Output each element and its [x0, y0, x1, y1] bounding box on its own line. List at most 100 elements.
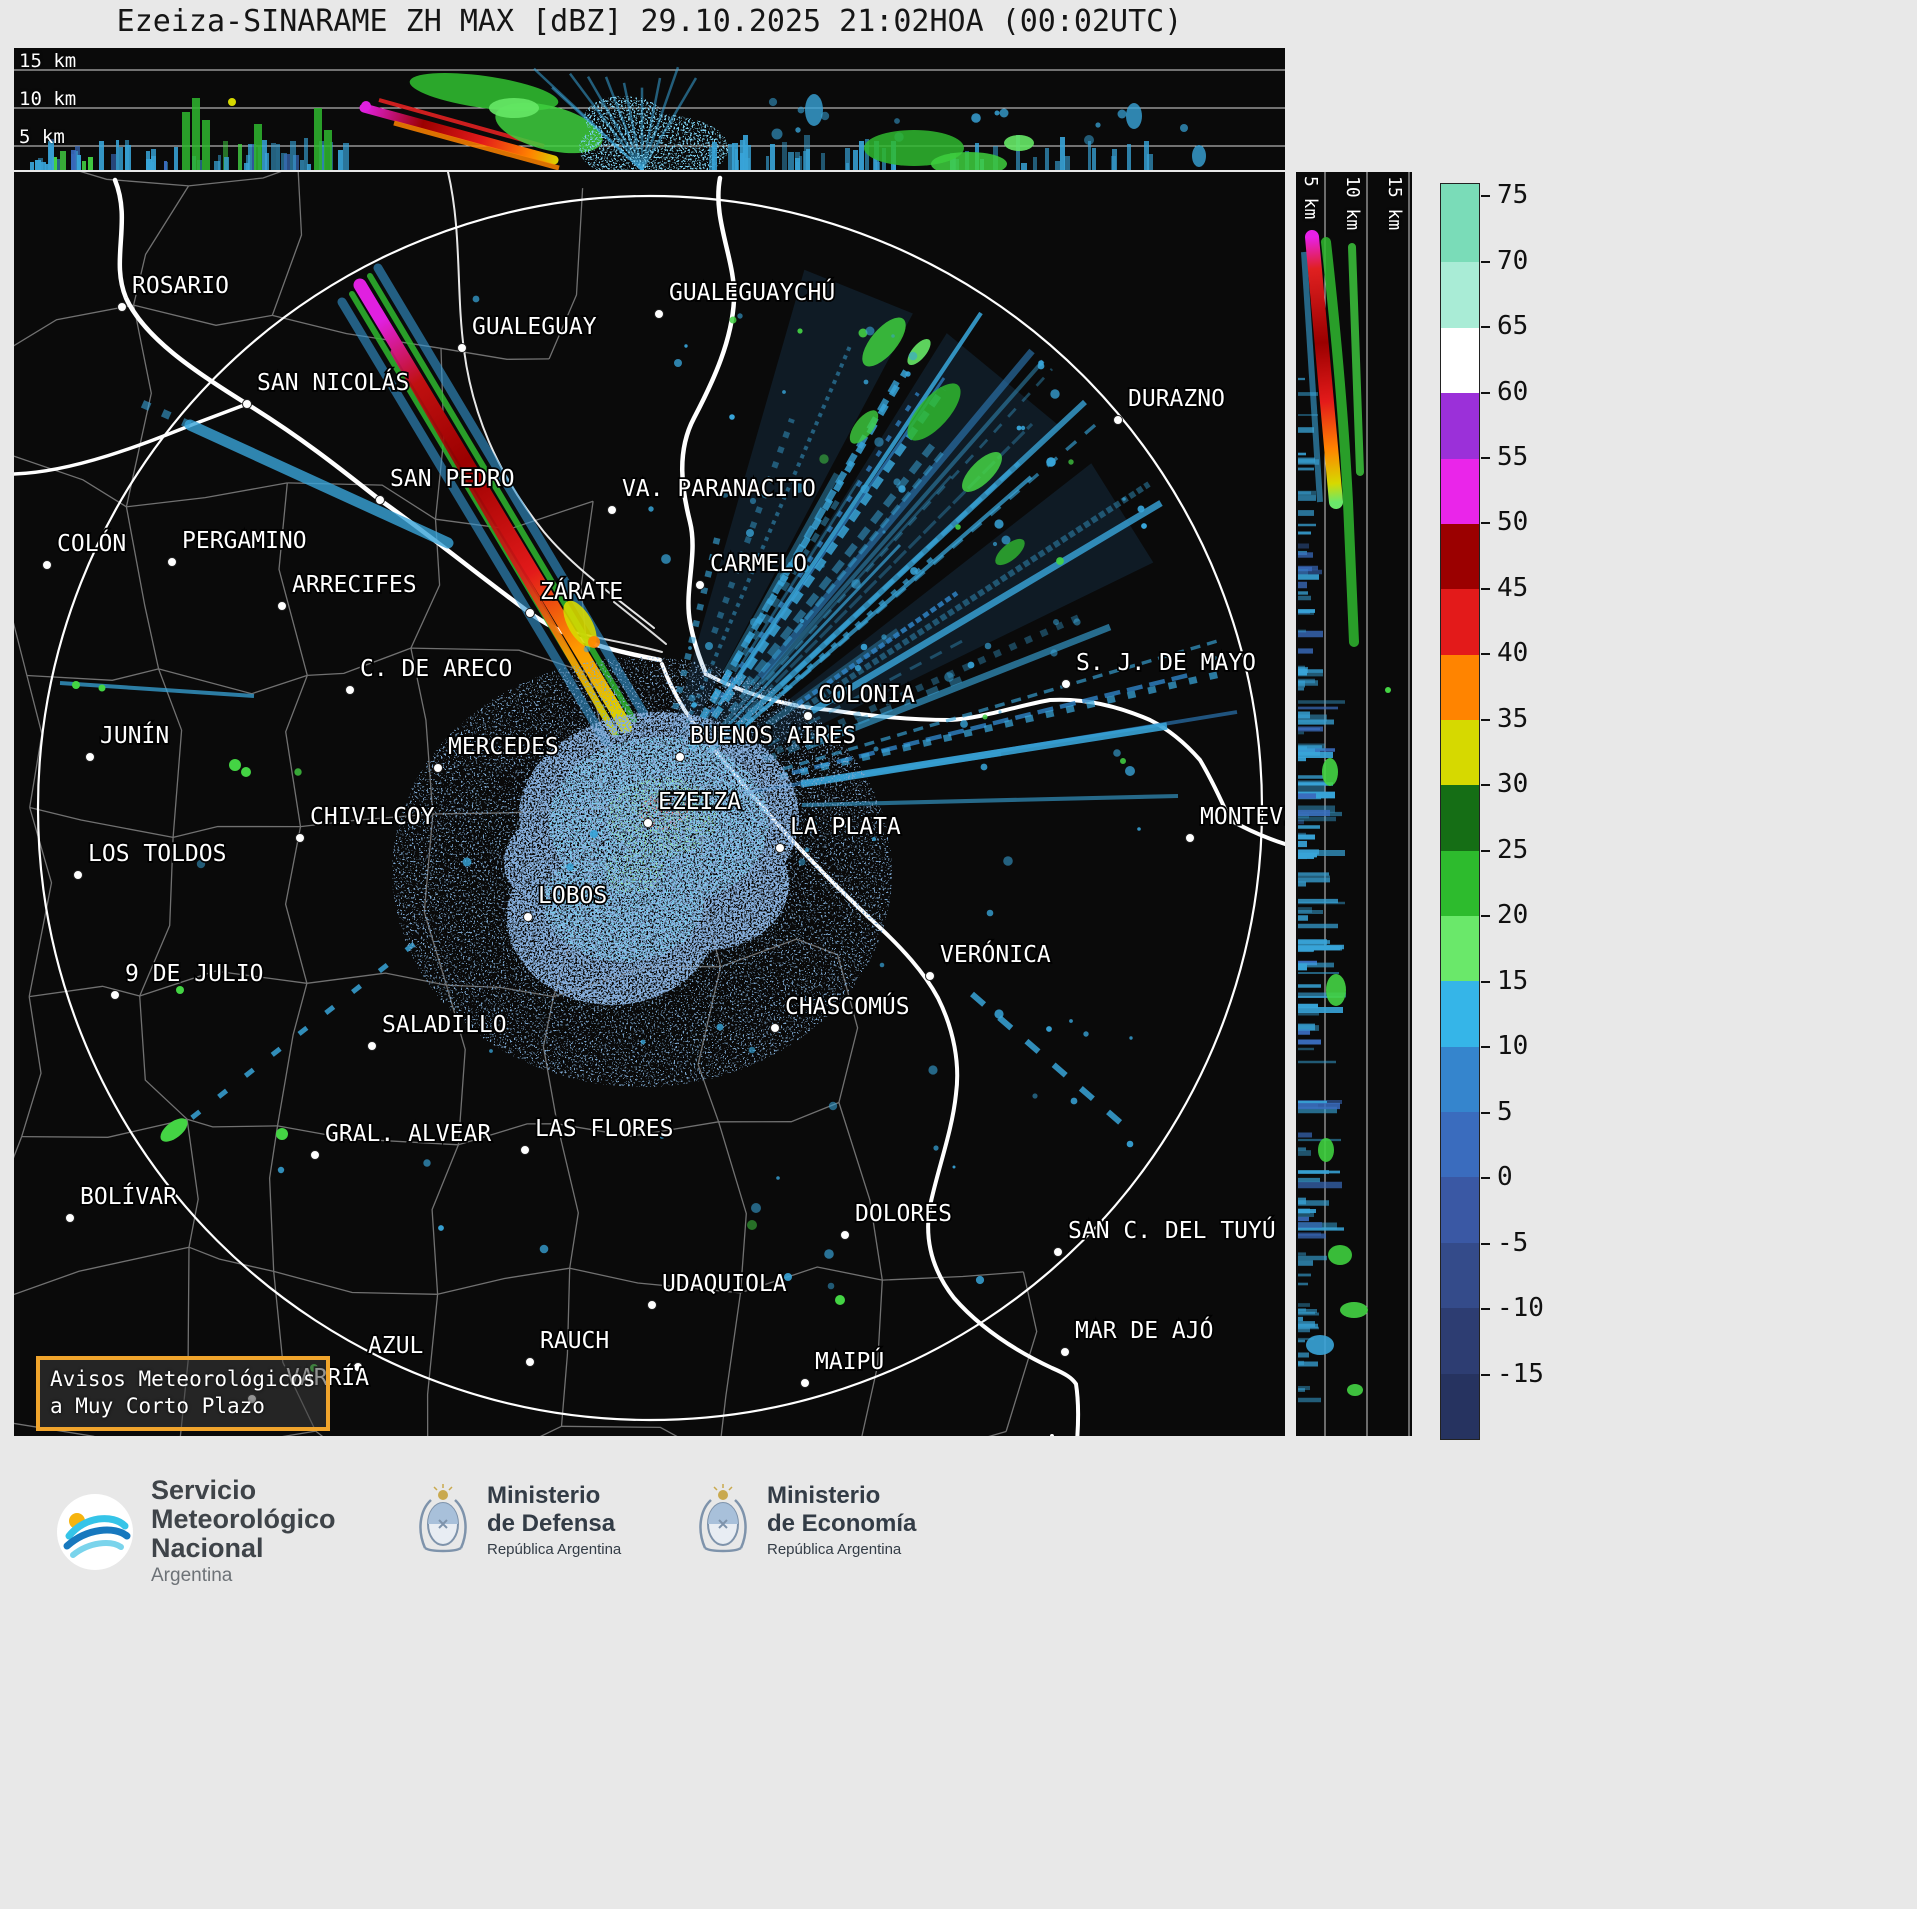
argentina-coat-of-arms-icon [699, 1484, 747, 1553]
colorbar-segment [1441, 1177, 1479, 1243]
colorbar-segment [1441, 523, 1479, 590]
colorbar-segment [1441, 981, 1479, 1047]
city-dot [353, 1362, 363, 1372]
city-dot [457, 343, 467, 353]
height-label-15km: 15 km [19, 50, 77, 72]
colorbar-tick-mark [1481, 784, 1490, 787]
city-label: UDAQUIOLA [662, 1271, 787, 1297]
city-dot [242, 399, 252, 409]
colorbar-tick-mark [1481, 326, 1490, 329]
colorbar-tick-label: 0 [1497, 1162, 1513, 1193]
economia-line1: Ministerio [767, 1482, 881, 1509]
city-label: LOBOS [538, 883, 607, 909]
city-label: AZUL [368, 1333, 423, 1359]
height-label-10km: 10 km [19, 88, 77, 110]
city-dot [295, 833, 305, 843]
dbz-colorbar-ticks: 75 70 65 60 55 50 45 40 35 30 25 20 15 10 5 0 -5 -10 -15 [1481, 180, 1621, 1440]
smn-name-line2: Meteorológico [151, 1504, 336, 1535]
colorbar-segment [1441, 458, 1479, 524]
colorbar-segment [1441, 589, 1479, 655]
colorbar-tick-mark [1481, 522, 1490, 525]
city-label: RAUCH [540, 1328, 609, 1354]
radar-map-canvas: ROSARIO GUALEGUAYCHÚ GUALEGUAY SAN NICOLÁS D… [14, 172, 1285, 1436]
colorbar-tick-mark [1481, 1046, 1490, 1049]
city-dot [523, 912, 533, 922]
colorbar-segment [1441, 1112, 1479, 1178]
defensa-line2: de Defensa [487, 1509, 616, 1537]
colorbar-tick-mark [1481, 391, 1490, 394]
colorbar-tick-label: 30 [1497, 769, 1529, 800]
city-label: LAS FLORES [535, 1116, 673, 1142]
smn-logo-icon [57, 1493, 133, 1570]
ministry-economia-block: Ministerio de Economía República Argenti… [695, 1482, 916, 1558]
colorbar-tick-mark [1481, 1111, 1490, 1114]
colorbar-tick-label: 5 [1497, 1096, 1513, 1127]
city-dot [65, 1213, 75, 1223]
city-dot [675, 752, 685, 762]
colorbar-tick-mark [1481, 1373, 1490, 1376]
colorbar-tick-label: 70 [1497, 245, 1529, 276]
smn-country: Argentina [151, 1565, 233, 1587]
top-cross-section-panel: 15 km 10 km 5 km [14, 48, 1285, 170]
city-dot [375, 495, 385, 505]
city-dot [433, 763, 443, 773]
city-label: COLONIA [818, 682, 915, 708]
height-label-10km-side: 10 km [1342, 176, 1363, 231]
city-label: MERCEDES [448, 734, 559, 760]
side-cross-section-panel: 5 km 10 km 15 km [1296, 172, 1412, 1436]
colorbar-tick-label: 15 [1497, 965, 1529, 996]
city-label: MAIPÚ [815, 1347, 884, 1375]
city-dot [310, 1150, 320, 1160]
colorbar-segment [1441, 184, 1479, 198]
height-label-5km: 5 km [19, 126, 65, 148]
colorbar-tick-label: 65 [1497, 311, 1529, 342]
city-label: GUALEGUAY [472, 314, 597, 340]
ministry-defensa-block: Ministerio de Defensa República Argentin… [415, 1482, 621, 1558]
city-dot [1060, 1347, 1070, 1357]
colorbar-tick-label: -5 [1497, 1227, 1529, 1258]
city-label: GRAL. ALVEAR [325, 1121, 491, 1147]
city-dot [1185, 833, 1195, 843]
colorbar-tick-label: 45 [1497, 572, 1529, 603]
economia-line2: de Economía [767, 1509, 917, 1537]
colorbar-segment [1441, 1242, 1479, 1309]
colorbar-segment [1441, 654, 1479, 720]
city-label: LOS TOLDOS [88, 841, 226, 867]
colorbar-tick-mark [1481, 980, 1490, 983]
city-label: S. J. DE MAYO [1076, 650, 1256, 676]
colorbar-segment [1441, 850, 1479, 917]
advisory-line-2: a Muy Corto Plazo [50, 1394, 265, 1419]
height-label-15km-side: 15 km [1384, 176, 1405, 231]
city-label: BOLÍVAR [80, 1182, 177, 1210]
city-dot [840, 1230, 850, 1240]
city-label: 9 DE JULIO [125, 961, 263, 987]
city-dot [654, 309, 664, 319]
city-label: VERÓNICA [940, 940, 1051, 968]
argentina-coat-of-arms-icon [419, 1484, 467, 1553]
city-dot [277, 601, 287, 611]
colorbar-tick-label: 60 [1497, 376, 1529, 407]
city-dot [925, 971, 935, 981]
city-label: SAN PEDRO [390, 466, 515, 492]
side-cross-section-canvas [1298, 172, 1410, 1436]
smn-name-line3: Nacional [151, 1533, 264, 1564]
city-dot [647, 1300, 657, 1310]
city-dot [695, 580, 705, 590]
city-label: ROSARIO [132, 273, 229, 299]
colorbar-tick-mark [1481, 1242, 1490, 1245]
top-cross-section-canvas [14, 66, 1285, 170]
city-label: MAR DE AJÓ [1075, 1316, 1213, 1344]
colorbar-tick-mark [1481, 653, 1490, 656]
city-label: C. DE ARECO [360, 656, 512, 682]
colorbar-segment [1441, 1046, 1479, 1113]
city-dot [775, 843, 785, 853]
city-dot [520, 1145, 530, 1155]
colorbar-tick-mark [1481, 718, 1490, 721]
defensa-line1: Ministerio [487, 1482, 601, 1509]
colorbar-tick-label: 20 [1497, 900, 1529, 931]
economia-sub: República Argentina [767, 1541, 902, 1559]
city-label: ZÁRATE [540, 577, 623, 605]
colorbar-tick-label: 75 [1497, 180, 1529, 211]
city-dot [1061, 679, 1071, 689]
colorbar-tick-label: 25 [1497, 834, 1529, 865]
